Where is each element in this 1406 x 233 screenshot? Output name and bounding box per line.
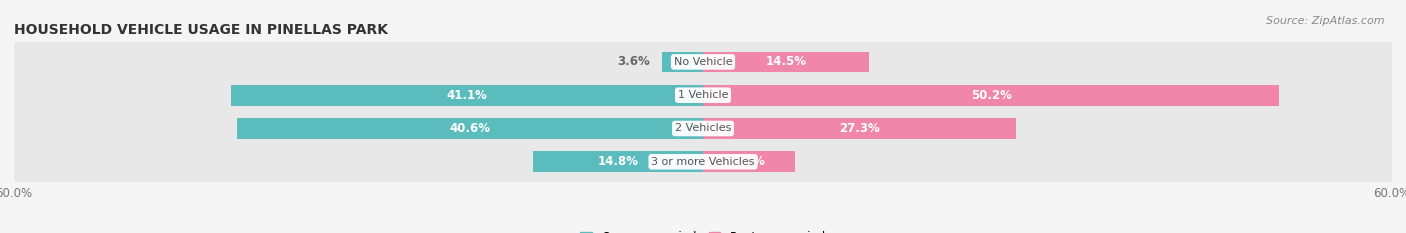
Text: 14.8%: 14.8% [598,155,638,168]
Text: 1 Vehicle: 1 Vehicle [678,90,728,100]
Bar [703,118,1017,139]
Text: 14.5%: 14.5% [766,55,807,69]
Bar [533,151,703,172]
Text: 8.0%: 8.0% [733,155,765,168]
Text: 50.2%: 50.2% [970,89,1012,102]
Text: 27.3%: 27.3% [839,122,880,135]
Bar [231,85,703,106]
Bar [703,85,1279,106]
Bar [662,51,703,72]
Bar [703,51,869,72]
Text: 3 or more Vehicles: 3 or more Vehicles [651,157,755,167]
FancyBboxPatch shape [14,71,1392,120]
Text: 3.6%: 3.6% [617,55,650,69]
Bar [703,151,794,172]
Text: Source: ZipAtlas.com: Source: ZipAtlas.com [1267,16,1385,26]
Text: HOUSEHOLD VEHICLE USAGE IN PINELLAS PARK: HOUSEHOLD VEHICLE USAGE IN PINELLAS PARK [14,23,388,37]
Text: 40.6%: 40.6% [450,122,491,135]
FancyBboxPatch shape [14,37,1392,86]
Text: No Vehicle: No Vehicle [673,57,733,67]
FancyBboxPatch shape [14,104,1392,153]
Text: 41.1%: 41.1% [447,89,488,102]
FancyBboxPatch shape [14,137,1392,186]
Text: 2 Vehicles: 2 Vehicles [675,123,731,134]
Bar [236,118,703,139]
Legend: Owner-occupied, Renter-occupied: Owner-occupied, Renter-occupied [575,226,831,233]
